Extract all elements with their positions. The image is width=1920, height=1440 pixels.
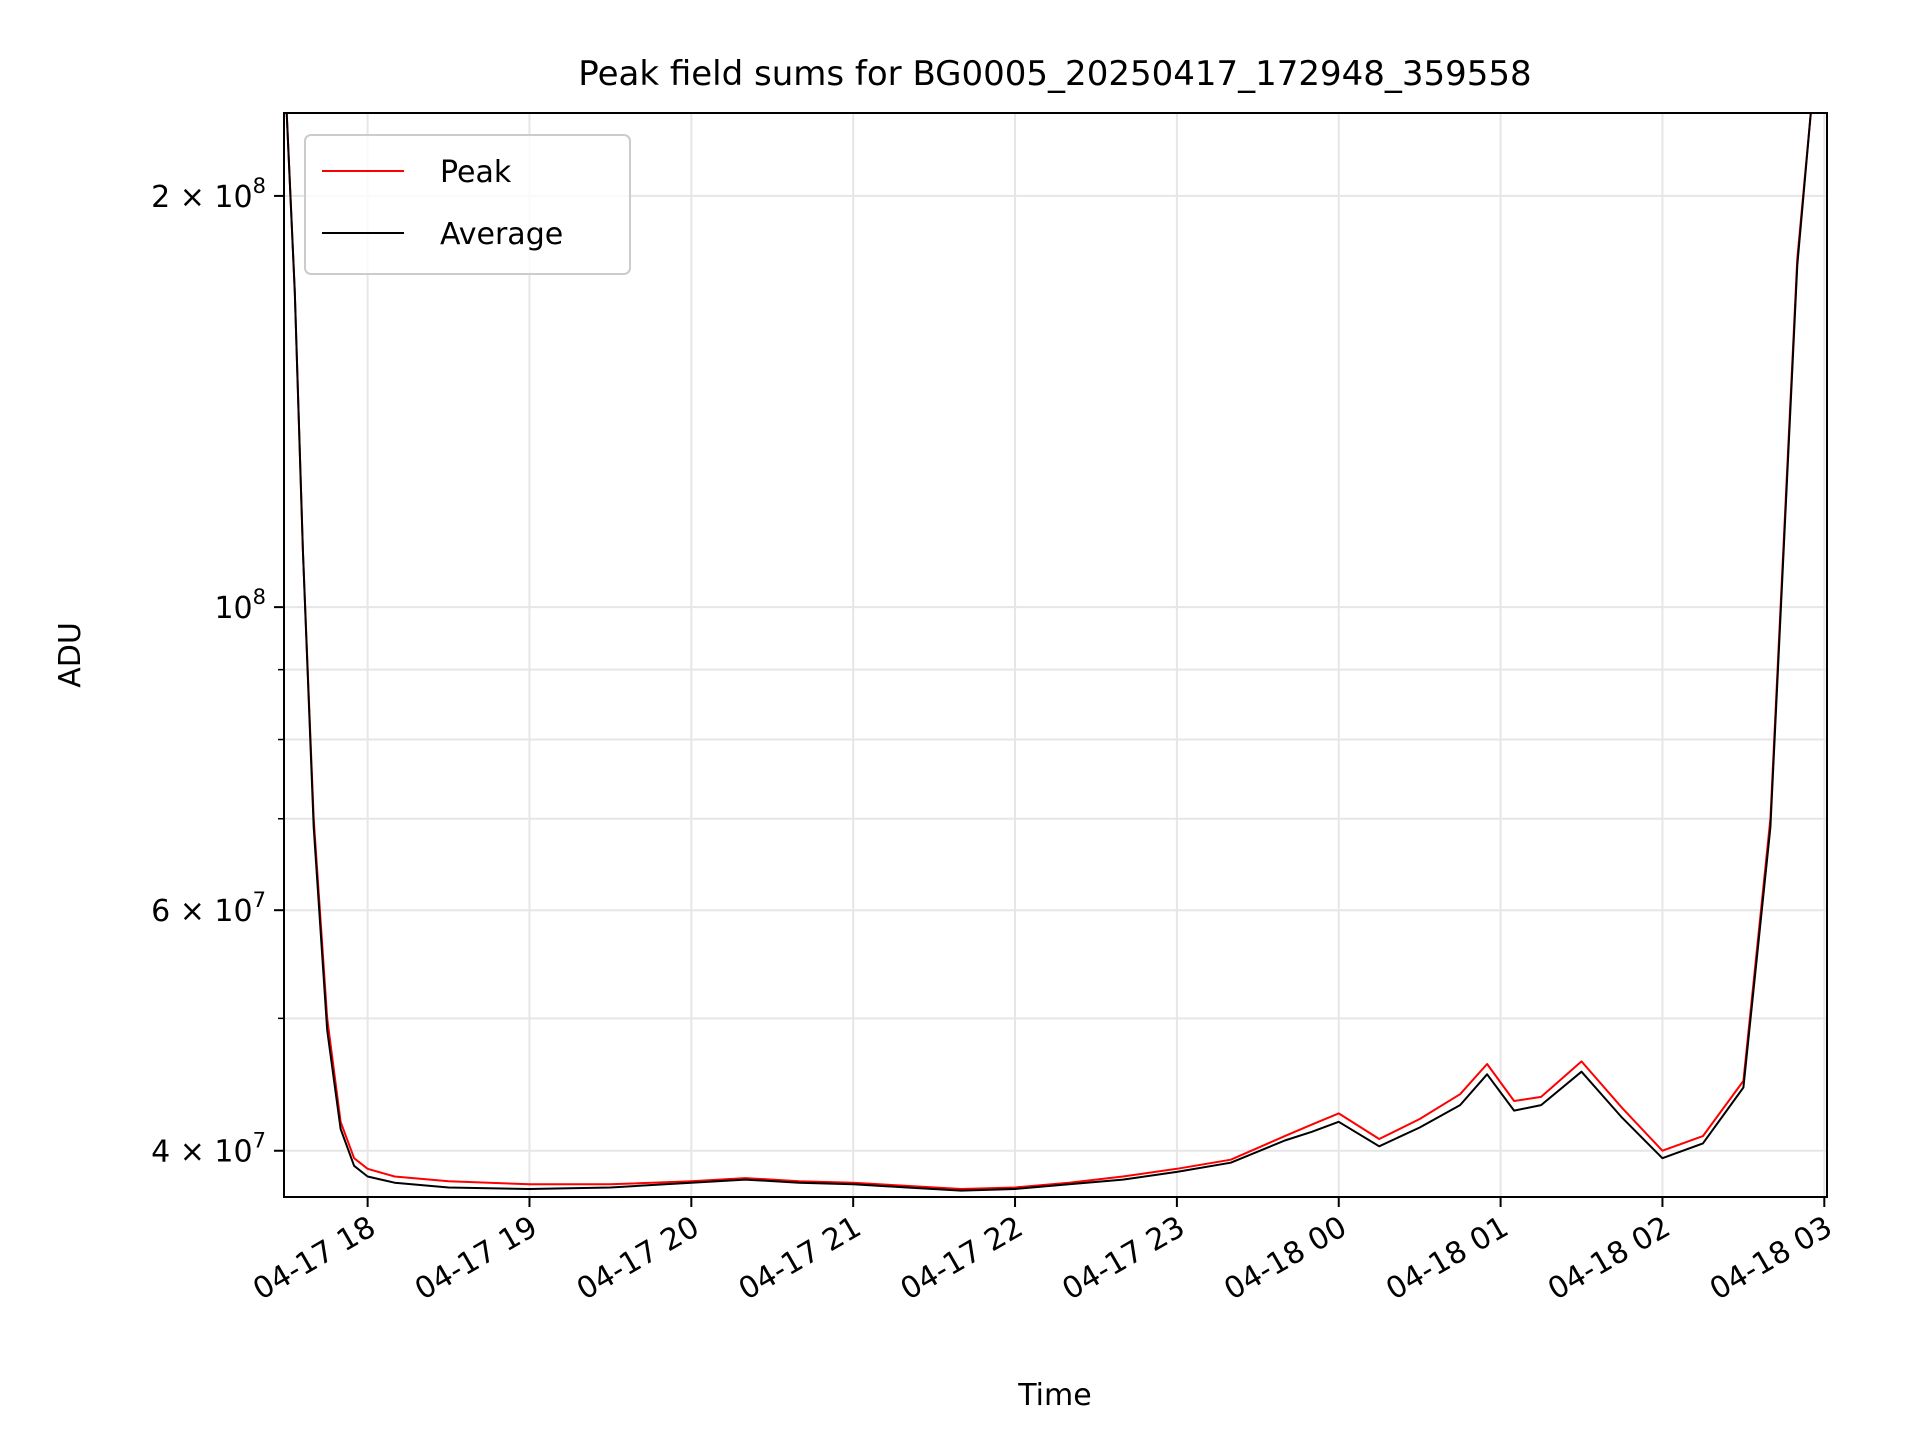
y-tick-label: 108 [214, 585, 266, 626]
series-line-average [285, 113, 1812, 1192]
y-tick-label: 4 × 107 [151, 1129, 266, 1170]
series-layer [285, 113, 1812, 1192]
legend-box [304, 134, 631, 275]
y-tick-label: 6 × 107 [151, 888, 266, 929]
x-axis-label: Time [1017, 1378, 1091, 1413]
grid [284, 113, 1827, 1197]
chart-title: Peak field sums for BG0005_20250417_1729… [578, 54, 1531, 94]
y-axis-label: ADU [53, 622, 88, 688]
series-line-peak [285, 113, 1812, 1190]
legend: Peak Average [304, 134, 631, 275]
legend-label-average: Average [440, 217, 563, 252]
y-tick-label: 2 × 108 [151, 174, 266, 215]
legend-label-peak: Peak [440, 155, 512, 190]
plot-frame [283, 112, 1828, 1198]
y-axis: 4 × 107 6 × 107 108 2 × 108 [151, 174, 284, 1170]
